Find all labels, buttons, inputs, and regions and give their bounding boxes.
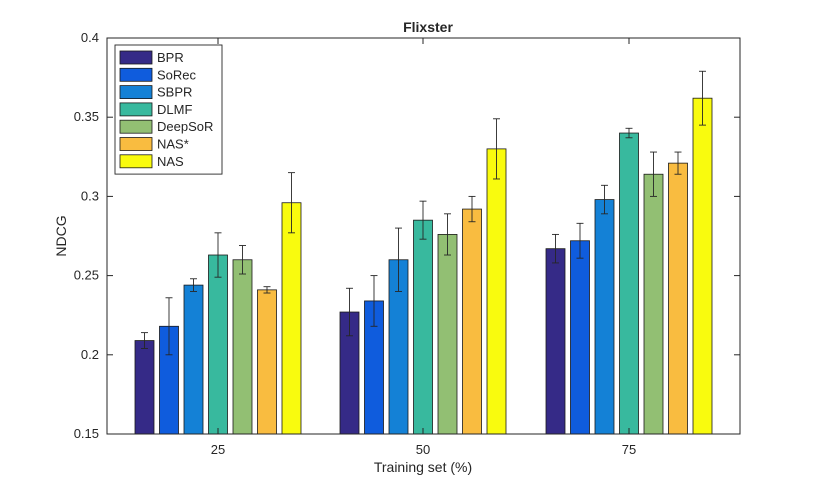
- bar-deepsor-50: [437, 234, 458, 435]
- y-axis-label: NDCG: [53, 215, 69, 256]
- legend-swatch: [119, 67, 153, 82]
- legend: BPR SoRec SBPR DLMF DeepSoR NAS* NAS: [114, 44, 223, 175]
- bar-sbpr-75: [594, 199, 615, 435]
- y-tick-label: 0.4: [81, 30, 99, 45]
- bar-nas-25: [257, 289, 277, 435]
- bar-nas-75: [668, 162, 688, 435]
- legend-swatch: [119, 137, 153, 151]
- legend-label: DLMF: [157, 102, 192, 117]
- x-tick-label: 25: [211, 442, 225, 457]
- legend-swatch: [119, 119, 153, 134]
- y-tick-label: 0.15: [74, 426, 99, 441]
- bar-deepsor-75: [643, 173, 664, 435]
- bar-nas-50: [486, 148, 507, 435]
- y-tick-label: 0.3: [81, 188, 99, 203]
- legend-label: SBPR: [157, 85, 192, 100]
- legend-label: NAS: [157, 154, 184, 169]
- legend-swatch: [119, 50, 153, 65]
- legend-label: NAS*: [157, 137, 189, 152]
- bar-sbpr-25: [183, 284, 204, 435]
- x-axis: 25 50 75: [211, 38, 636, 457]
- bar-nas-50: [462, 208, 482, 435]
- y-tick-label: 0.25: [74, 268, 99, 283]
- y-tick-label: 0.2: [81, 347, 99, 362]
- bar-nas-75: [692, 97, 713, 435]
- legend-label: DeepSoR: [157, 119, 213, 134]
- bar-dlmf-25: [208, 254, 228, 435]
- x-axis-label: Training set (%): [374, 459, 472, 475]
- x-tick-label: 75: [622, 442, 636, 457]
- bar-sorec-75: [570, 240, 590, 435]
- bar-deepsor-25: [232, 259, 253, 435]
- bar-nas-25: [281, 202, 302, 435]
- bar-dlmf-50: [413, 219, 433, 435]
- legend-swatch: [119, 154, 153, 169]
- bar-bpr-75: [545, 248, 566, 435]
- bars-group: [134, 97, 713, 435]
- legend-swatch: [119, 85, 153, 99]
- y-tick-label: 0.35: [74, 109, 99, 124]
- x-tick-label: 50: [416, 442, 430, 457]
- legend-label: BPR: [157, 50, 184, 65]
- chart-title: Flixster: [403, 19, 453, 35]
- legend-swatch: [119, 102, 153, 117]
- bar-bpr-25: [134, 340, 155, 435]
- bar-dlmf-75: [619, 132, 639, 435]
- y-axis: 0.15 0.2 0.25 0.3 0.35 0.4: [74, 30, 740, 441]
- legend-label: SoRec: [157, 67, 197, 82]
- error-bars-group: [141, 70, 706, 356]
